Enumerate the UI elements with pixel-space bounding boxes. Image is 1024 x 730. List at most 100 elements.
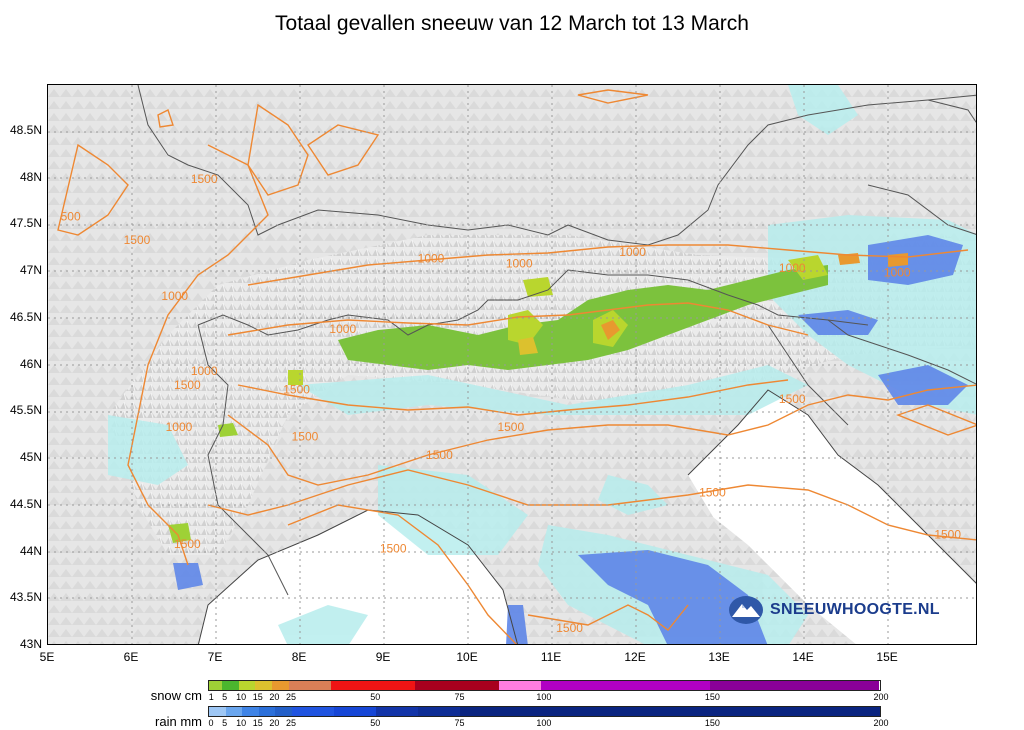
colorbar-tick-label: 100 bbox=[536, 718, 552, 728]
colorbar-tick-label: 20 bbox=[269, 692, 280, 702]
contour-label: 1500 bbox=[426, 448, 453, 462]
contour-label: 1000 bbox=[884, 266, 911, 280]
contour-label: 1500 bbox=[174, 378, 201, 392]
colorbar-tick-label: 50 bbox=[370, 718, 381, 728]
longitude-label: 6E bbox=[123, 650, 139, 664]
colorbar-segment bbox=[258, 707, 276, 716]
colorbar-tick-label: 150 bbox=[704, 718, 720, 728]
longitude-label: 8E bbox=[291, 650, 307, 664]
latitude-label: 46N bbox=[19, 356, 42, 371]
contour-label: 1500 bbox=[191, 172, 218, 186]
contour-label: 1500 bbox=[292, 429, 319, 443]
colorbar-tick-label: 75 bbox=[454, 718, 465, 728]
freezing-level-contours bbox=[57, 89, 976, 644]
adriatic-sea bbox=[688, 390, 976, 644]
contour-label: 1500 bbox=[699, 485, 726, 499]
contour-label: 500 bbox=[61, 210, 81, 224]
longitude-label: 9E bbox=[375, 650, 391, 664]
colorbar-segment bbox=[238, 681, 256, 690]
contour-label: 1500 bbox=[124, 233, 151, 247]
colorbar-segment bbox=[209, 707, 226, 716]
colorbar-segment bbox=[710, 681, 795, 690]
colorbar-tick-label: 5 bbox=[222, 718, 228, 728]
colorbar-tick-label: 15 bbox=[252, 718, 263, 728]
colorbar-tick-label: 150 bbox=[704, 692, 720, 702]
latitude-label: 48.5N bbox=[9, 122, 42, 137]
colorbar-segment bbox=[209, 681, 223, 690]
colorbar-segment bbox=[222, 681, 239, 690]
colorbar-segment bbox=[417, 707, 460, 716]
colorbar-tick-label: 25 bbox=[285, 692, 297, 702]
colorbar-tick-label: 100 bbox=[536, 692, 552, 702]
colorbar-segment bbox=[255, 681, 273, 690]
latitude-label: 43N bbox=[19, 637, 42, 651]
contour-label: 1000 bbox=[329, 322, 356, 336]
latitude-label: 46.5N bbox=[9, 309, 42, 324]
colorbar-segment bbox=[225, 707, 243, 716]
colorbar-segment bbox=[627, 707, 712, 716]
rain-colorbar-ticks: 0 5 10 15 20 25 50 75 100 150 200 bbox=[208, 718, 888, 730]
logo-text: SNEEUWHOOGTE.NL bbox=[770, 601, 940, 618]
latitude-label: 44.5N bbox=[9, 496, 42, 511]
colorbar-segment bbox=[288, 681, 331, 690]
colorbar-segment bbox=[499, 681, 542, 690]
colorbar-segment bbox=[459, 707, 502, 716]
colorbar-segment bbox=[415, 681, 458, 690]
colorbar-tick-label: 200 bbox=[873, 692, 889, 702]
colorbar-segment bbox=[543, 707, 628, 716]
colorbar-segment bbox=[457, 681, 500, 690]
longitude-label: 11E bbox=[540, 650, 562, 664]
contour-label: 1500 bbox=[174, 537, 201, 551]
snowfall-map: 1500 500 1500 1000 1000 1000 1000 1000 1000 1000 1… bbox=[47, 84, 977, 645]
latitude-label: 48N bbox=[19, 169, 42, 184]
page-title: Totaal gevallen sneeuw van 12 March tot … bbox=[275, 12, 749, 35]
contour-label: 1500 bbox=[283, 383, 310, 397]
latitude-label: 45N bbox=[19, 450, 42, 464]
snow-colorbar-ticks: 1 5 10 15 20 25 50 75 100 150 200 bbox=[208, 692, 889, 704]
contour-label: 1000 bbox=[191, 364, 218, 378]
colorbar-tick-label: 1 bbox=[208, 692, 214, 702]
colorbar-tick-label: 10 bbox=[236, 718, 247, 728]
colorbar-tick-label: 15 bbox=[252, 692, 263, 702]
mountain-logo-icon bbox=[729, 596, 763, 624]
colorbar-segment bbox=[330, 681, 373, 690]
colorbar-segment bbox=[794, 681, 879, 690]
latitude-label: 44N bbox=[19, 543, 42, 558]
snow-legend-label: snow cm bbox=[150, 688, 202, 703]
contour-label: 1500 bbox=[934, 527, 961, 541]
colorbar-tick-label: 5 bbox=[222, 692, 228, 702]
colorbar-tick-label: 25 bbox=[285, 718, 297, 728]
contour-label: 1500 bbox=[556, 621, 583, 635]
contour-label: 1500 bbox=[779, 392, 806, 406]
latitude-label: 47N bbox=[19, 263, 42, 277]
longitude-label: 10E bbox=[456, 650, 478, 664]
longitude-label: 5E bbox=[39, 650, 55, 664]
longitude-label: 12E bbox=[624, 650, 646, 664]
colorbar-tick-label: 10 bbox=[236, 692, 247, 702]
latitude-label: 45.5N bbox=[9, 403, 42, 418]
colorbar-segment bbox=[275, 707, 292, 716]
contour-label: 1000 bbox=[166, 420, 193, 434]
latitude-label: 47.5N bbox=[9, 216, 42, 231]
sneeuwhoogte-logo: SNEEUWHOOGTE.NL bbox=[728, 593, 940, 627]
longitude-label: 7E bbox=[207, 650, 223, 664]
colorbar-segment bbox=[541, 681, 626, 690]
contour-label: 1000 bbox=[779, 261, 806, 275]
longitude-label: 14E bbox=[792, 650, 814, 664]
contour-label: 1000 bbox=[619, 245, 646, 259]
snow-colorbar bbox=[208, 680, 881, 691]
longitude-label: 15E bbox=[876, 650, 898, 664]
rain-colorbar bbox=[208, 706, 881, 717]
rain-legend-label: rain mm bbox=[155, 714, 202, 729]
colorbar-tick-label: 200 bbox=[873, 718, 889, 728]
colorbar-segment bbox=[711, 707, 796, 716]
latitude-label: 43.5N bbox=[9, 590, 42, 605]
colorbar-segment bbox=[333, 707, 376, 716]
colorbar-segment bbox=[291, 707, 334, 716]
contour-label: 1000 bbox=[418, 252, 445, 266]
graticule bbox=[48, 85, 976, 644]
alps-relief bbox=[108, 235, 976, 555]
colorbar-segment bbox=[242, 707, 259, 716]
contour-label: 1500 bbox=[380, 542, 407, 556]
